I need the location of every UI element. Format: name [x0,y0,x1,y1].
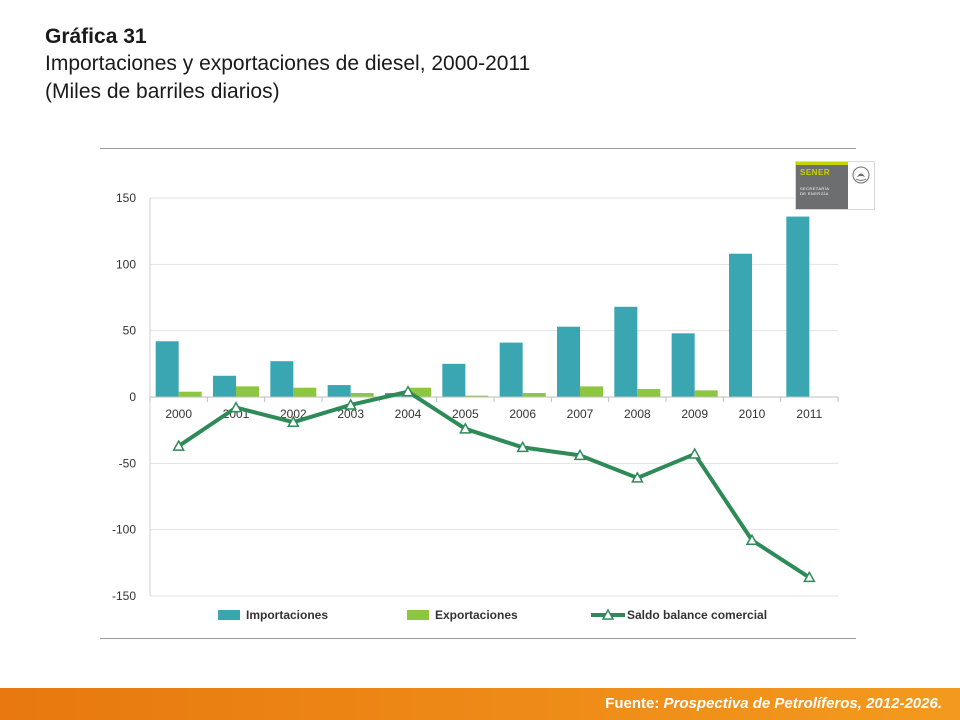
sener-logo: SENER SECRETARÍA DE ENERGÍA [795,161,875,210]
saldo-marker [573,448,587,461]
legend-label-importaciones: Importaciones [246,608,328,622]
y-tick-label: 150 [116,191,136,205]
legend-swatch-exportaciones [407,610,429,620]
x-tick-label: 2006 [509,407,536,421]
x-tick-label: 2011 [796,407,822,421]
bar-importaciones [155,341,179,397]
bar-importaciones [614,306,638,397]
title-block: Gráfica 31 Importaciones y exportaciones… [45,24,530,106]
logo-subtitle: SECRETARÍA DE ENERGÍA [800,186,846,196]
legend-layer: Importaciones Exportaciones Saldo balance … [218,608,767,622]
x-tick-label: 2008 [624,407,651,421]
line-layer [172,385,816,583]
bar-importaciones [270,361,294,397]
bar-exportaciones [637,389,661,397]
legend-label-exportaciones: Exportaciones [435,608,518,622]
bar-exportaciones [236,386,259,397]
bar-exportaciones [465,395,489,397]
legend-marker-saldo [601,608,615,620]
bar-importaciones [786,216,810,397]
logo-panel: SENER SECRETARÍA DE ENERGÍA [796,162,848,209]
bar-layer [155,216,810,397]
y-tick-label: 0 [129,390,136,404]
top-divider [100,148,856,149]
bar-exportaciones [522,393,546,397]
saldo-marker [459,422,472,434]
saldo-marker [401,385,415,397]
saldo-marker [287,415,300,427]
legend-label-saldo: Saldo balance comercial [627,608,767,622]
chart-subtitle: (Miles de barriles diarios) [45,80,280,103]
logo-sub-line-2: DE ENERGÍA [800,191,829,196]
bar-exportaciones [350,393,374,397]
bar-exportaciones [178,391,202,397]
bar-importaciones [499,342,523,397]
bar-exportaciones [580,386,603,397]
x-tick-label: 2004 [395,407,422,421]
logo-sub-line-1: SECRETARÍA [800,186,830,191]
legend-swatch-importaciones [218,610,240,620]
bar-importaciones [327,385,351,397]
x-tick-label: 2005 [452,407,479,421]
bar-importaciones [671,333,695,397]
y-tick-label: -50 [119,456,137,470]
chart-label: Gráfica 31 [45,25,147,48]
grid-layer [150,197,838,597]
saldo-marker [229,401,243,413]
bar-importaciones [729,253,752,397]
x-tick-label: 2000 [165,407,192,421]
footer-source: Fuente: Prospectiva de Petrolíferos, 201… [605,695,942,712]
footer-bar: Fuente: Prospectiva de Petrolíferos, 201… [0,688,960,720]
x-tick-label: 2009 [681,407,708,421]
x-tick-label: 2010 [739,407,766,421]
y-tick-label: -150 [112,589,136,603]
y-tick-label: 50 [123,324,137,338]
footer-prefix: Fuente: [605,695,664,712]
y-tick-label: -100 [112,523,136,537]
footer-source-name: Prospectiva de Petrolíferos, 2012-2026. [663,695,942,712]
saldo-marker [172,439,185,451]
logo-name: SENER [800,168,831,177]
bar-exportaciones [293,387,317,397]
bar-importaciones [557,326,580,397]
saldo-marker [688,447,701,459]
x-tick-label: 2002 [280,407,307,421]
eagle-emblem-icon [852,166,870,184]
x-tick-label: 2007 [567,407,594,421]
saldo-marker [516,440,529,453]
x-tick-label: 2003 [337,407,364,421]
saldo-marker [631,471,644,483]
saldo-line [177,389,811,580]
bar-exportaciones [408,387,431,397]
logo-band [796,162,848,165]
bar-importaciones [442,363,466,397]
saldo-marker [803,570,816,583]
chart-title: Importaciones y exportaciones de diesel,… [45,52,531,75]
y-tick-label: 100 [116,257,136,271]
bottom-divider [100,638,856,639]
bar-importaciones [213,375,236,397]
bar-exportaciones [694,390,718,397]
saldo-marker [344,398,357,410]
saldo-marker [745,533,759,546]
